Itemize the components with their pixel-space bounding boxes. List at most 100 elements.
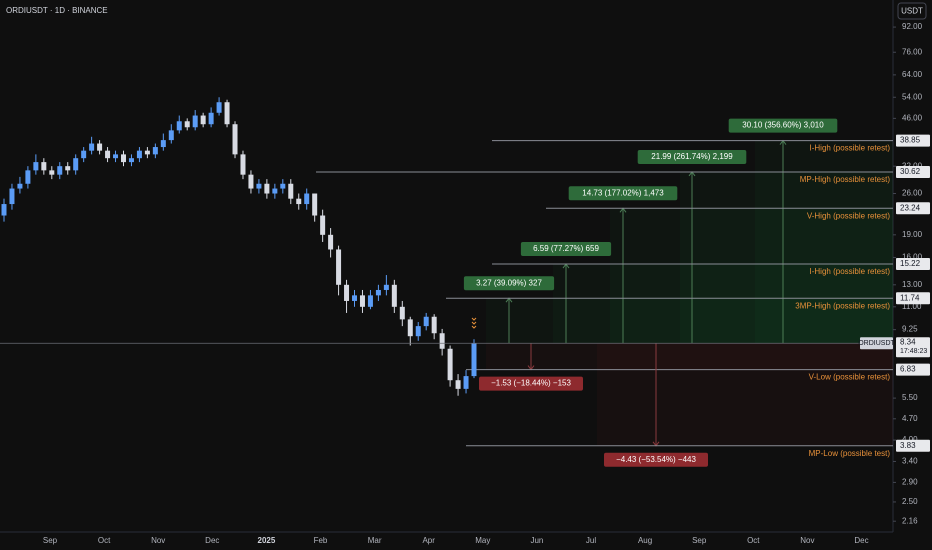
- y-tick-label: 13.00: [902, 280, 923, 289]
- candle-body: [280, 183, 286, 189]
- projection-zone: [486, 298, 893, 344]
- signal-chevron: [471, 325, 477, 329]
- candle-body: [439, 333, 445, 349]
- level-label: MP-High (possible retest): [800, 175, 891, 184]
- candle-body: [224, 102, 230, 125]
- measure-label: 14.73 (177.02%) 1,473: [582, 188, 664, 197]
- measure-box: [479, 376, 583, 391]
- candle-body: [288, 183, 294, 199]
- candle-body: [463, 376, 469, 389]
- x-tick-label: Apr: [422, 536, 435, 545]
- candle-body: [304, 193, 310, 205]
- level-label: I-High (possible retest): [810, 267, 891, 276]
- measure-label: 6.59 (77.27%) 659: [533, 244, 599, 253]
- candle-body: [248, 174, 254, 189]
- currency[interactable]: USDT: [901, 7, 923, 16]
- currency-button[interactable]: [897, 2, 927, 20]
- level-price-box: [896, 292, 930, 305]
- level-price-box: [896, 258, 930, 271]
- candle-body: [256, 183, 262, 189]
- y-tick-label: 2.16: [902, 516, 918, 525]
- candle-body: [399, 306, 405, 320]
- measure-label: 21.99 (261.74%) 2,199: [651, 152, 733, 161]
- candle-body: [328, 234, 334, 250]
- candle-body: [57, 166, 63, 175]
- candle-body: [25, 170, 31, 184]
- candle-body: [49, 170, 55, 175]
- candle-body: [168, 130, 174, 141]
- level-price-box: [896, 165, 930, 178]
- level-price: 23.24: [900, 203, 921, 212]
- y-tick-label: 19.00: [902, 230, 923, 239]
- candle-body: [216, 102, 222, 113]
- candle-body: [240, 154, 246, 175]
- x-tick-label: Nov: [151, 536, 165, 545]
- candle-body: [152, 147, 158, 155]
- candle-body: [447, 348, 453, 381]
- y-tick-label: 26.00: [902, 189, 923, 198]
- candle-body: [232, 124, 238, 155]
- candle-body: [272, 188, 278, 194]
- projection-zone: [610, 208, 893, 344]
- y-tick-label: 54.00: [902, 92, 923, 101]
- price-label: 8.34: [900, 337, 916, 346]
- candle-body: [120, 154, 126, 163]
- level-label: V-Low (possible retest): [809, 373, 891, 382]
- y-tick-label: 2.90: [902, 478, 918, 487]
- level-label: I-High (possible retest): [810, 144, 891, 153]
- candle-body: [144, 150, 150, 155]
- y-tick-label: 2.50: [902, 497, 918, 506]
- candle-body: [81, 150, 87, 159]
- measure-label: 3.27 (39.09%) 327: [476, 278, 542, 287]
- y-tick-label: 4.70: [902, 414, 918, 423]
- y-tick-label: 16.00: [902, 253, 923, 262]
- measure-box: [568, 186, 678, 201]
- projection-zone: [486, 343, 893, 370]
- x-tick-label: 2025: [258, 536, 276, 545]
- countdown: 17:48:23: [900, 348, 927, 355]
- measure-label: −4.43 (−53.54%) −443: [616, 455, 696, 464]
- y-tick-label: 92.00: [902, 22, 923, 31]
- x-tick-label: Oct: [747, 536, 760, 545]
- x-tick-label: Dec: [854, 536, 868, 545]
- measure-box: [520, 242, 612, 257]
- y-tick-label: 76.00: [902, 47, 923, 56]
- x-tick-label: Aug: [638, 536, 652, 545]
- x-tick-label: Jul: [586, 536, 596, 545]
- level-price: 38.85: [900, 136, 921, 145]
- symbol-box: [860, 337, 893, 350]
- candle-body: [128, 158, 134, 163]
- projection-zone: [755, 140, 893, 344]
- price-box: [896, 337, 930, 358]
- candle-body: [455, 380, 461, 389]
- level-price: 6.83: [900, 365, 916, 374]
- candle-body: [89, 143, 95, 151]
- candle-body: [184, 121, 190, 128]
- candle-body: [200, 115, 206, 125]
- candle-body: [33, 162, 39, 171]
- chart-title: ORDIUSDT · 1D · BINANCE: [6, 6, 108, 15]
- x-tick-label: Sep: [692, 536, 707, 545]
- candle-body: [264, 183, 270, 194]
- candle-body: [320, 215, 326, 235]
- candle-body: [97, 143, 103, 151]
- candle-body: [160, 140, 166, 148]
- level-price-box: [896, 439, 930, 452]
- level-price: 11.74: [900, 293, 920, 302]
- x-tick-label: Mar: [368, 536, 382, 545]
- candle-body: [9, 188, 15, 205]
- candle-body: [423, 316, 429, 327]
- y-tick-label: 32.00: [902, 161, 923, 170]
- level-label: 3MP-High (possible retest): [795, 301, 890, 310]
- candle-body: [73, 158, 79, 171]
- measure-label: −1.53 (−18.44%) −153: [491, 379, 571, 388]
- candle-body: [344, 284, 350, 301]
- candle-body: [471, 343, 477, 377]
- candle-body: [192, 115, 198, 128]
- signal-chevron: [471, 317, 477, 321]
- symbol-label: ORDIUSDT: [858, 340, 895, 347]
- x-tick-label: May: [475, 536, 490, 545]
- level-price: 30.62: [900, 167, 921, 176]
- candle-body: [375, 289, 381, 296]
